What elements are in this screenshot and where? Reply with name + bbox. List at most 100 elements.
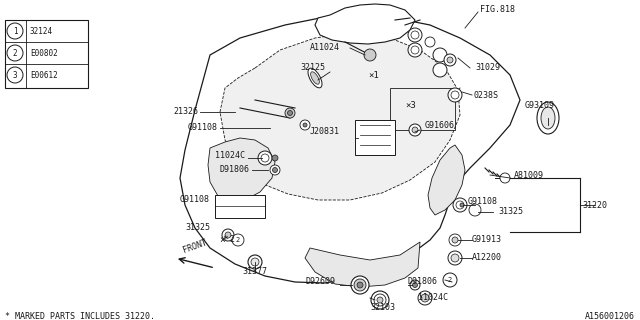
- Text: 31377: 31377: [242, 268, 267, 276]
- Ellipse shape: [310, 72, 319, 84]
- Ellipse shape: [308, 68, 322, 88]
- Circle shape: [411, 31, 419, 39]
- Text: A11024: A11024: [310, 44, 340, 52]
- Ellipse shape: [537, 102, 559, 134]
- Polygon shape: [220, 32, 460, 200]
- Bar: [215, 195, 265, 218]
- Circle shape: [411, 46, 419, 54]
- Circle shape: [351, 276, 369, 294]
- Circle shape: [433, 63, 447, 77]
- Circle shape: [408, 43, 422, 57]
- Circle shape: [303, 123, 307, 127]
- Circle shape: [448, 251, 462, 265]
- Circle shape: [225, 232, 231, 238]
- Text: G91108: G91108: [188, 124, 218, 132]
- Text: 11024C: 11024C: [418, 293, 448, 302]
- Text: 32124: 32124: [30, 27, 53, 36]
- Circle shape: [412, 127, 418, 133]
- Text: A12200: A12200: [472, 253, 502, 262]
- Text: G91606: G91606: [425, 121, 455, 130]
- Circle shape: [354, 279, 366, 291]
- Text: 1: 1: [13, 27, 17, 36]
- Circle shape: [452, 237, 458, 243]
- Circle shape: [409, 124, 421, 136]
- Circle shape: [433, 48, 447, 62]
- Polygon shape: [315, 4, 415, 44]
- Circle shape: [272, 155, 278, 161]
- Circle shape: [270, 165, 280, 175]
- Bar: [355, 120, 395, 155]
- Text: G91913: G91913: [472, 236, 502, 244]
- Text: 21326: 21326: [173, 108, 198, 116]
- Circle shape: [469, 204, 481, 216]
- Circle shape: [364, 49, 376, 61]
- Text: 3: 3: [13, 70, 17, 79]
- Circle shape: [222, 229, 234, 241]
- Text: A81009: A81009: [514, 171, 544, 180]
- Circle shape: [251, 258, 259, 266]
- Circle shape: [444, 54, 456, 66]
- Text: 31220: 31220: [582, 201, 607, 210]
- Text: 32125: 32125: [300, 63, 325, 73]
- Circle shape: [7, 45, 23, 61]
- Polygon shape: [180, 15, 520, 283]
- Polygon shape: [428, 145, 465, 215]
- Polygon shape: [305, 242, 420, 287]
- Text: 31325: 31325: [185, 223, 210, 233]
- Circle shape: [421, 294, 429, 302]
- Text: 31325: 31325: [498, 207, 523, 217]
- Text: E00612: E00612: [30, 70, 58, 79]
- Circle shape: [443, 273, 457, 287]
- Text: D92609: D92609: [305, 277, 335, 286]
- Text: ×: ×: [219, 235, 225, 245]
- Text: *: *: [222, 235, 228, 245]
- Circle shape: [357, 282, 363, 288]
- Text: 0238S: 0238S: [474, 91, 499, 100]
- Ellipse shape: [541, 107, 555, 129]
- Text: 2: 2: [13, 49, 17, 58]
- Text: G91108: G91108: [180, 196, 210, 204]
- Circle shape: [371, 291, 389, 309]
- Text: ×3: ×3: [405, 100, 416, 109]
- Circle shape: [287, 110, 292, 116]
- Circle shape: [377, 297, 383, 303]
- Text: 31029: 31029: [475, 63, 500, 73]
- Circle shape: [261, 154, 269, 162]
- Circle shape: [500, 173, 510, 183]
- Circle shape: [248, 255, 262, 269]
- Circle shape: [273, 167, 278, 172]
- Circle shape: [374, 294, 386, 306]
- Text: D91806: D91806: [220, 165, 250, 174]
- Circle shape: [232, 234, 244, 246]
- Text: ×1: ×1: [368, 70, 379, 79]
- Circle shape: [408, 28, 422, 42]
- Text: G91108: G91108: [468, 197, 498, 206]
- Text: 2: 2: [448, 277, 452, 283]
- Circle shape: [456, 201, 464, 209]
- Text: 11024C: 11024C: [215, 150, 245, 159]
- Circle shape: [451, 254, 459, 262]
- Circle shape: [418, 291, 432, 305]
- Text: 32103: 32103: [370, 303, 395, 313]
- Circle shape: [460, 203, 464, 207]
- Text: A156001206: A156001206: [585, 312, 635, 320]
- Bar: [5, 20, 88, 88]
- Circle shape: [413, 283, 417, 287]
- Text: FIG.818: FIG.818: [480, 5, 515, 14]
- Circle shape: [448, 88, 462, 102]
- Polygon shape: [208, 138, 275, 202]
- Text: G93109: G93109: [525, 100, 555, 109]
- Text: J20831: J20831: [310, 127, 340, 137]
- Circle shape: [425, 37, 435, 47]
- Text: D91806: D91806: [408, 277, 438, 286]
- Circle shape: [449, 234, 461, 246]
- Circle shape: [451, 91, 459, 99]
- Circle shape: [447, 57, 453, 63]
- Circle shape: [7, 67, 23, 83]
- Text: E00802: E00802: [30, 49, 58, 58]
- Circle shape: [410, 280, 420, 290]
- Circle shape: [453, 198, 467, 212]
- Circle shape: [258, 151, 272, 165]
- Text: 2: 2: [230, 236, 234, 244]
- Circle shape: [7, 23, 23, 39]
